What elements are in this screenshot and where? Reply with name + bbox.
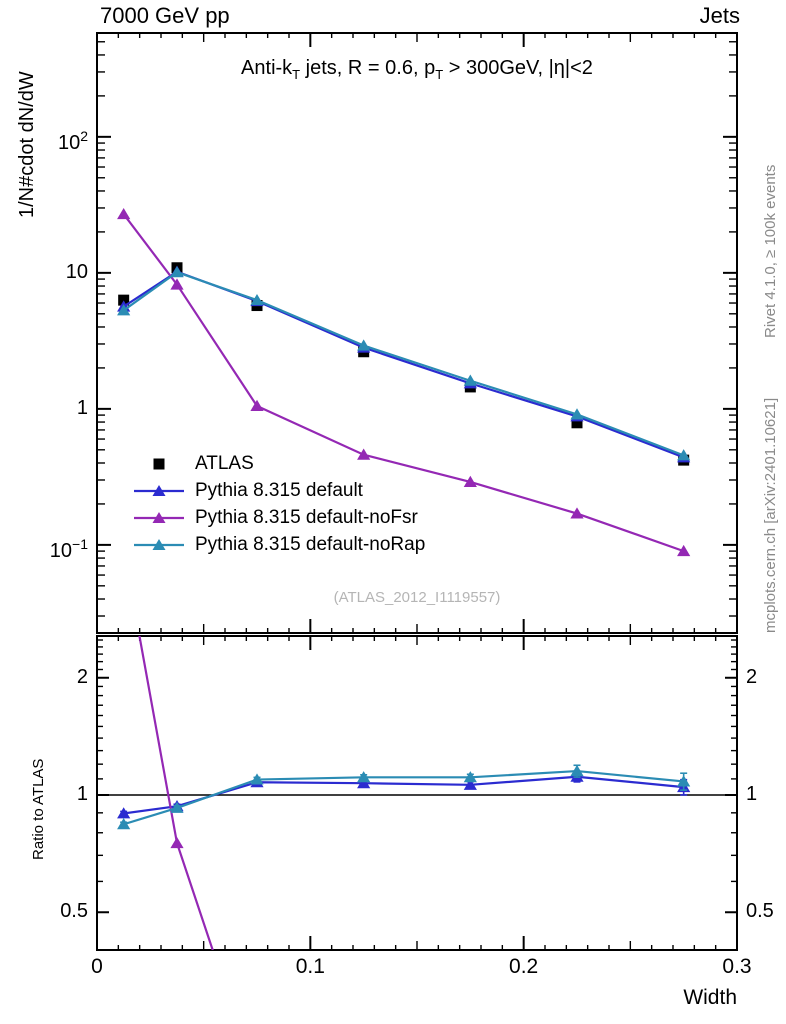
analysis-group-label: Jets: [699, 3, 740, 28]
data-point-triangle: [170, 278, 184, 290]
data-point-triangle: [357, 339, 371, 351]
data-point-triangle: [117, 818, 131, 830]
y-tick-label-ratio-left: 1: [76, 783, 88, 805]
data-point-triangle: [677, 449, 691, 461]
legend-square-marker: [153, 458, 165, 469]
analysis-id-watermark: (ATLAS_2012_I1119557): [333, 589, 501, 606]
data-point-triangle: [570, 764, 584, 777]
data-point-triangle: [117, 543, 130, 554]
data-point-triangle: [570, 408, 584, 420]
data-point-triangle: [170, 266, 184, 278]
title-part: jets, R = 0.6, p: [300, 57, 436, 79]
legend-row: ATLAS: [132, 450, 425, 477]
legend-row: Pythia 8.315 default: [132, 477, 425, 504]
data-point-triangle: [170, 836, 184, 849]
y-tick-label-ratio-left: 2: [76, 665, 88, 688]
data-point-triangle: [117, 207, 131, 220]
data-point-square: [118, 294, 130, 306]
y-tick-label-ratio-right: 1: [746, 783, 758, 805]
legend-label: Pythia 8.315 default-noFsr: [195, 506, 418, 528]
series-main-Pythia 8.315 default: [117, 265, 691, 463]
y-tick-label-ratio-right: 2: [746, 665, 758, 688]
data-point-triangle: [357, 771, 371, 783]
y-tick-label-main: 102: [57, 127, 88, 154]
legend-line-marker: [134, 484, 184, 496]
series-main-Pythia 8.315 default-noRap: [117, 266, 691, 461]
y-tick-label-main: 10: [65, 260, 88, 283]
legend-marker: [153, 458, 165, 469]
beam-energy-label: 7000 GeV pp: [100, 3, 230, 28]
series-line: [138, 636, 214, 950]
data-point-triangle: [357, 448, 371, 460]
title-part: > 300GeV, |η|<2: [443, 57, 593, 79]
x-tick-label: 0.3: [722, 955, 752, 978]
x-tick-label: 0: [91, 955, 103, 978]
legend-label: Pythia 8.315 default: [195, 479, 363, 501]
data-point-triangle: [677, 544, 691, 557]
legend-label: Pythia 8.315 default-noRap: [195, 533, 426, 555]
rivet-version-note: Rivet 4.1.0, ≥ 100k events: [762, 164, 779, 338]
data-point-triangle: [250, 293, 264, 306]
plot-title: Anti-kT jets, R = 0.6, pT > 300GeV, |η|<…: [117, 57, 717, 82]
data-point-triangle: [117, 304, 131, 316]
y-tick-label-main: 10−1: [49, 535, 88, 562]
title-sub: T: [292, 67, 301, 82]
series-ratio-Pythia 8.315 default-noFsr: [117, 543, 214, 950]
legend: ATLAS Pythia 8.315 default Pythia 8.315 de…: [132, 450, 425, 558]
legend-marker: [152, 511, 166, 523]
series-ratio-Pythia 8.315 default-noRap: [117, 764, 691, 830]
data-point-triangle: [463, 475, 477, 487]
data-point-square: [571, 417, 583, 429]
y-tick-label-ratio-left: 0.5: [60, 900, 88, 923]
series-ATLAS: [118, 262, 690, 466]
y-tick-label-main: 1: [76, 396, 88, 419]
data-point-triangle: [570, 507, 584, 519]
ratio-panel-frame: [96, 635, 738, 951]
legend-label: ATLAS: [195, 452, 254, 474]
legend-row: Pythia 8.315 default-noRap: [132, 531, 425, 558]
legend-marker: [152, 484, 166, 496]
series-line: [123, 270, 685, 459]
series-main-Pythia 8.315 default-noFsr: [117, 207, 691, 557]
data-point-triangle: [170, 801, 184, 813]
legend-line-marker: [134, 538, 184, 550]
mcplots-arxiv-note: mcplots.cern.ch [arXiv:2401.10621]: [762, 397, 779, 633]
data-point-triangle: [117, 807, 131, 819]
y-tick-label-ratio-right: 0.5: [746, 900, 774, 923]
data-point-triangle: [463, 374, 477, 386]
legend-marker: [152, 538, 166, 550]
series-line: [123, 271, 685, 457]
title-sub: T: [435, 67, 444, 82]
data-point-triangle: [463, 778, 477, 790]
legend-row: Pythia 8.315 default-noFsr: [132, 504, 425, 531]
data-point-triangle: [250, 773, 264, 785]
data-point-triangle: [250, 399, 264, 411]
data-point-triangle: [463, 771, 477, 783]
x-tick-label: 0.1: [295, 955, 325, 978]
x-axis-title: Width: [683, 986, 737, 1009]
x-tick-label: 0.2: [509, 955, 539, 978]
legend-line-marker: [134, 511, 184, 523]
title-part: Anti-k: [241, 57, 293, 79]
y-axis-title-ratio: Ratio to ATLAS: [30, 758, 47, 860]
data-point-triangle: [357, 777, 371, 789]
data-point-triangle: [677, 775, 691, 787]
